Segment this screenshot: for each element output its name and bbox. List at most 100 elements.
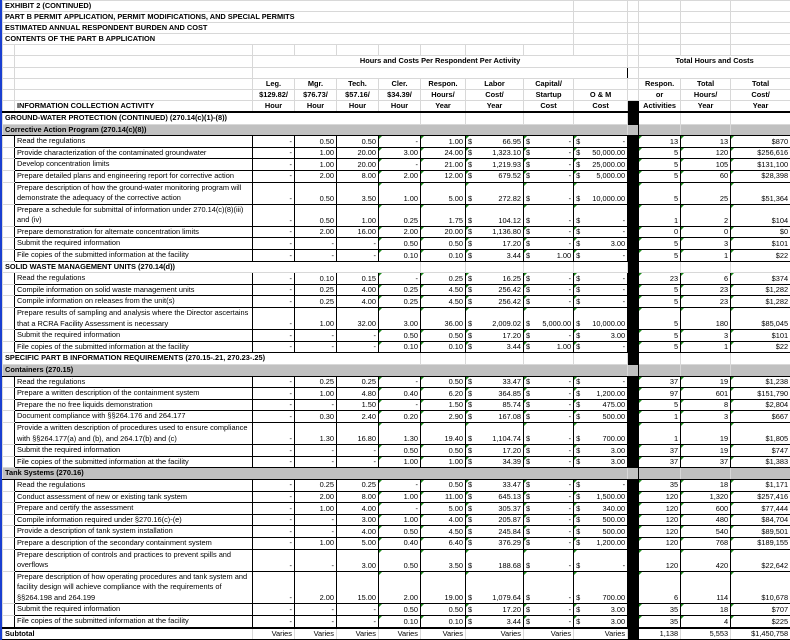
activities-cell: 1	[639, 422, 681, 444]
subsection-title: Tank Systems (270.16)	[3, 468, 628, 480]
currency-symbol: $	[526, 480, 530, 490]
currency-symbol: $	[526, 446, 530, 456]
activities-cell: 5	[639, 250, 681, 262]
activity-label: Compile information on releases from the…	[15, 296, 253, 308]
activity-label: Submit the required information	[15, 238, 253, 250]
currency-symbol: $	[526, 274, 530, 284]
activities-cell: 13	[639, 136, 681, 148]
capital-cost-cell: $-	[524, 159, 574, 171]
respon-hours-cell: 0.50	[421, 479, 466, 491]
currency-symbol: $	[526, 171, 530, 181]
total-cost-column-header: Year	[731, 100, 790, 112]
empty-cell	[574, 261, 628, 273]
leg-column-header: $129.82/	[253, 89, 295, 100]
mgr-cell: Varies	[295, 628, 337, 640]
om-cost-cell: $-	[574, 204, 628, 226]
amount: 1,323.10	[492, 148, 521, 158]
indent-cell	[3, 479, 15, 491]
leg-cell: -	[253, 376, 295, 388]
respon-hours-cell: 20.00	[421, 226, 466, 238]
leg-cell: -	[253, 526, 295, 538]
empty-cell	[466, 112, 524, 124]
cler-cell: 0.50	[379, 604, 421, 616]
part-b-title: PART B PERMIT APPLICATION, PERMIT MODIFI…	[3, 12, 574, 23]
mgr-cell: 2.00	[295, 226, 337, 238]
empty-cell	[731, 468, 790, 480]
amount: -	[569, 377, 571, 387]
leg-cell: -	[253, 296, 295, 308]
om-cost-cell: $-	[574, 479, 628, 491]
tech-column-header: $57.16/	[337, 89, 379, 100]
om-cost-cell: $10,000.00	[574, 182, 628, 204]
activities-cell: 37	[639, 376, 681, 388]
amount: 645.13	[498, 492, 521, 502]
labor-cost-cell: $2,009.02	[466, 308, 524, 330]
amount: -	[623, 137, 625, 147]
capital-cost-cell: $-	[524, 273, 574, 285]
activities-cell: 5	[639, 308, 681, 330]
mgr-cell: -	[295, 526, 337, 538]
amount: -	[569, 171, 571, 181]
table-row: Compile information on releases from the…	[3, 296, 790, 308]
indent-cell	[3, 571, 15, 604]
empty-cell	[639, 124, 681, 136]
respon-hours-cell: 19.00	[421, 571, 466, 604]
mgr-column-header: Mgr.	[295, 78, 337, 89]
mgr-column-header: $76.73/	[295, 89, 337, 100]
currency-symbol: $	[526, 561, 530, 571]
activities-cell: 35	[639, 604, 681, 616]
om-cost-cell: $475.00	[574, 399, 628, 411]
amount: -	[623, 297, 625, 307]
leg-cell: -	[253, 411, 295, 423]
currency-symbol: $	[576, 377, 580, 387]
section-title: SOLID WASTE MANAGEMENT UNITS (270.14(d))	[3, 261, 421, 273]
currency-symbol: $	[576, 297, 580, 307]
total-hours-cell: 480	[681, 514, 731, 526]
currency-symbol: $	[526, 377, 530, 387]
currency-symbol: $	[468, 239, 472, 249]
total-hours-cell: 25	[681, 182, 731, 204]
leg-cell: -	[253, 238, 295, 250]
exhibit-title: EXHIBIT 2 (CONTINUED)	[3, 1, 574, 12]
labor-cost-cell: $17.20	[466, 445, 524, 457]
amount: 305.37	[498, 504, 521, 514]
column-divider	[628, 250, 639, 262]
total-hours-cell: 120	[681, 147, 731, 159]
mgr-cell: 2.00	[295, 491, 337, 503]
activity-label: Prepare description of how the ground-wa…	[15, 182, 253, 204]
activities-cell: 120	[639, 549, 681, 571]
total-cost-column-header: Cost/	[731, 89, 790, 100]
amount: 3.44	[507, 342, 521, 352]
amount: -	[623, 274, 625, 284]
column-divider	[628, 526, 639, 538]
column-divider	[628, 341, 639, 353]
mgr-cell: 2.00	[295, 170, 337, 182]
leg-cell: -	[253, 491, 295, 503]
table-row: File copies of the submitted information…	[3, 616, 790, 628]
tech-cell: 0.25	[337, 376, 379, 388]
mgr-cell: 0.50	[295, 182, 337, 204]
subsection-title: Containers (270.15)	[3, 365, 628, 377]
amount: 17.20	[503, 239, 522, 249]
labor-cost-cell: $1,136.80	[466, 226, 524, 238]
capital-cost-cell: Varies	[524, 628, 574, 640]
empty-cell	[466, 353, 524, 365]
currency-symbol: $	[576, 148, 580, 158]
column-divider	[628, 226, 639, 238]
respon-hours-cell: 0.50	[421, 604, 466, 616]
respon-hours-cell: 21.00	[421, 159, 466, 171]
currency-symbol: $	[576, 331, 580, 341]
column-divider	[628, 308, 639, 330]
activity-label: Read the regulations	[15, 376, 253, 388]
amount: -	[569, 400, 571, 410]
respon-hours-cell: 0.10	[421, 341, 466, 353]
currency-symbol: $	[576, 137, 580, 147]
indent-cell	[3, 341, 15, 353]
om-cost-cell: $25,000.00	[574, 159, 628, 171]
indent-cell	[3, 411, 15, 423]
labor-cost-cell: $85.74	[466, 399, 524, 411]
column-divider	[628, 204, 639, 226]
amount: -	[569, 457, 571, 467]
amount: -	[569, 412, 571, 422]
total-hours-cell: 4	[681, 616, 731, 628]
